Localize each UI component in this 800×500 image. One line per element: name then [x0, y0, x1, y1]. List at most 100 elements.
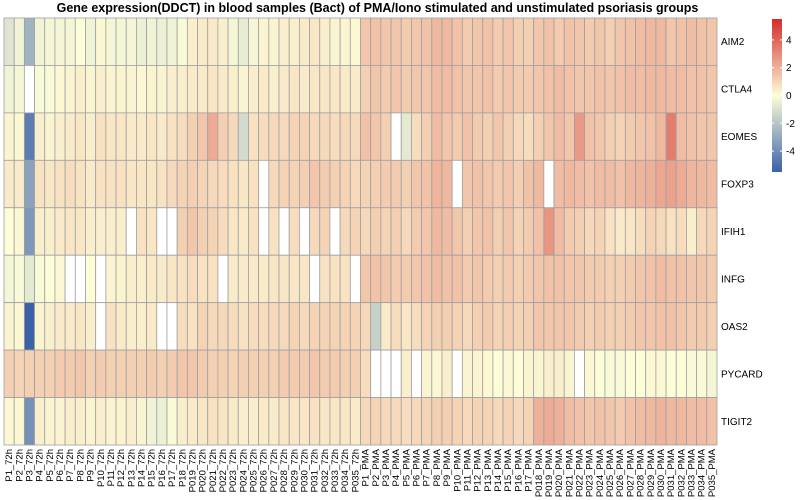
column-label: P16_72h — [157, 449, 168, 487]
heatmap-cell — [594, 112, 606, 161]
legend-ticks: 4 2 0 -2 -4 — [772, 35, 795, 158]
heatmap-cell — [574, 302, 585, 351]
heatmap-cell — [431, 349, 443, 398]
heatmap-cell — [553, 17, 565, 66]
column-label: P2_72h — [14, 449, 25, 482]
heatmap-cell — [207, 254, 219, 304]
legend-color-bar — [772, 19, 782, 172]
heatmap-cell — [156, 349, 168, 398]
heatmap-cell — [237, 112, 249, 161]
heatmap-cell — [461, 17, 473, 66]
heatmap-cell — [421, 17, 433, 66]
heatmap-cell — [492, 65, 504, 114]
heatmap-cell — [85, 302, 97, 351]
heatmap-cell — [635, 17, 647, 66]
heatmap-cell — [441, 159, 453, 209]
heatmap-cell — [349, 17, 361, 66]
heatmap-cell — [258, 254, 270, 304]
heatmap-cell — [594, 207, 606, 256]
heatmap-cell — [115, 207, 127, 256]
heatmap-cell — [136, 302, 148, 351]
heatmap-cell — [563, 254, 575, 304]
column-label: P031_72h — [310, 449, 321, 492]
column-label: P8_PMA — [432, 448, 443, 486]
heatmap-cell — [380, 207, 392, 256]
heatmap-cell — [635, 207, 647, 256]
column-label: P10_PMA — [452, 448, 463, 491]
heatmap-cell — [421, 65, 433, 114]
heatmap-cell — [105, 254, 117, 304]
heatmap-cell — [604, 207, 616, 256]
heatmap-cell — [645, 159, 657, 209]
heatmap-cell — [329, 17, 341, 66]
heatmap-cell — [502, 112, 514, 161]
heatmap-cell — [248, 302, 260, 351]
column-label: P020_72h — [198, 449, 209, 492]
heatmap-cell — [136, 159, 148, 209]
heatmap-cell — [441, 254, 453, 304]
heatmap-cell — [696, 159, 708, 209]
heatmap-cell — [360, 65, 372, 114]
heatmap-cell — [156, 65, 168, 114]
heatmap-cell — [543, 17, 555, 66]
heatmap-cell — [85, 207, 97, 256]
heatmap-cell — [400, 65, 412, 114]
heatmap-cell — [217, 349, 229, 398]
column-label: P5_72h — [45, 449, 56, 482]
heatmap-cell — [349, 254, 361, 304]
heatmap-cell — [136, 17, 148, 66]
heatmap-cell — [64, 207, 76, 256]
heatmap-cell — [339, 159, 351, 209]
heatmap-cell — [563, 349, 575, 398]
heatmap-cell — [125, 112, 137, 161]
heatmap-cell — [227, 302, 239, 351]
heatmap-cell — [23, 302, 35, 351]
heatmap-cell — [54, 397, 66, 446]
heatmap-cell — [176, 159, 188, 209]
heatmap-cell — [105, 17, 117, 66]
heatmap-cell — [492, 349, 504, 398]
heatmap-cell — [13, 207, 25, 256]
heatmap-cell — [533, 397, 545, 446]
heatmap-cell — [3, 349, 15, 398]
column-label: P019_PMA — [544, 448, 555, 497]
heatmap-cell — [482, 254, 494, 304]
heatmap-cell — [237, 349, 249, 398]
heatmap-cell — [431, 207, 443, 256]
heatmap-cell — [309, 254, 321, 304]
heatmap-cell — [339, 207, 351, 256]
heatmap-cell — [492, 112, 504, 161]
heatmap-cell — [523, 65, 535, 114]
heatmap-cell — [441, 112, 453, 161]
heatmap-cell — [217, 159, 229, 209]
column-label: P3_PMA — [381, 448, 392, 486]
heatmap-cell — [3, 207, 15, 256]
heatmap-cell — [13, 397, 25, 446]
heatmap-cell — [635, 254, 647, 304]
heatmap-cell — [288, 397, 300, 446]
column-label: P021_72h — [208, 449, 219, 492]
heatmap-cell — [645, 302, 657, 351]
heatmap-cell — [696, 65, 708, 114]
column-label: P2_PMA — [371, 448, 382, 486]
heatmap-cell — [74, 349, 86, 398]
heatmap-cell — [574, 65, 585, 114]
heatmap-cell — [706, 254, 718, 304]
heatmap-cell — [451, 159, 463, 209]
heatmap-cell — [125, 159, 137, 209]
column-label: P022_PMA — [575, 448, 586, 497]
heatmap-cell — [696, 302, 708, 351]
heatmap-cell — [166, 349, 178, 398]
heatmap-cell — [411, 397, 423, 446]
heatmap-cell — [349, 349, 361, 398]
heatmap-cell — [176, 112, 188, 161]
heatmap-cell — [543, 254, 555, 304]
heatmap-cell — [543, 302, 555, 351]
heatmap-cell — [360, 207, 372, 256]
heatmap-cell — [594, 159, 606, 209]
heatmap-cell — [197, 302, 209, 351]
heatmap-cell — [237, 302, 249, 351]
heatmap-cell — [207, 65, 219, 114]
heatmap-cell — [624, 397, 636, 446]
legend-tick-label: 2 — [786, 63, 792, 74]
